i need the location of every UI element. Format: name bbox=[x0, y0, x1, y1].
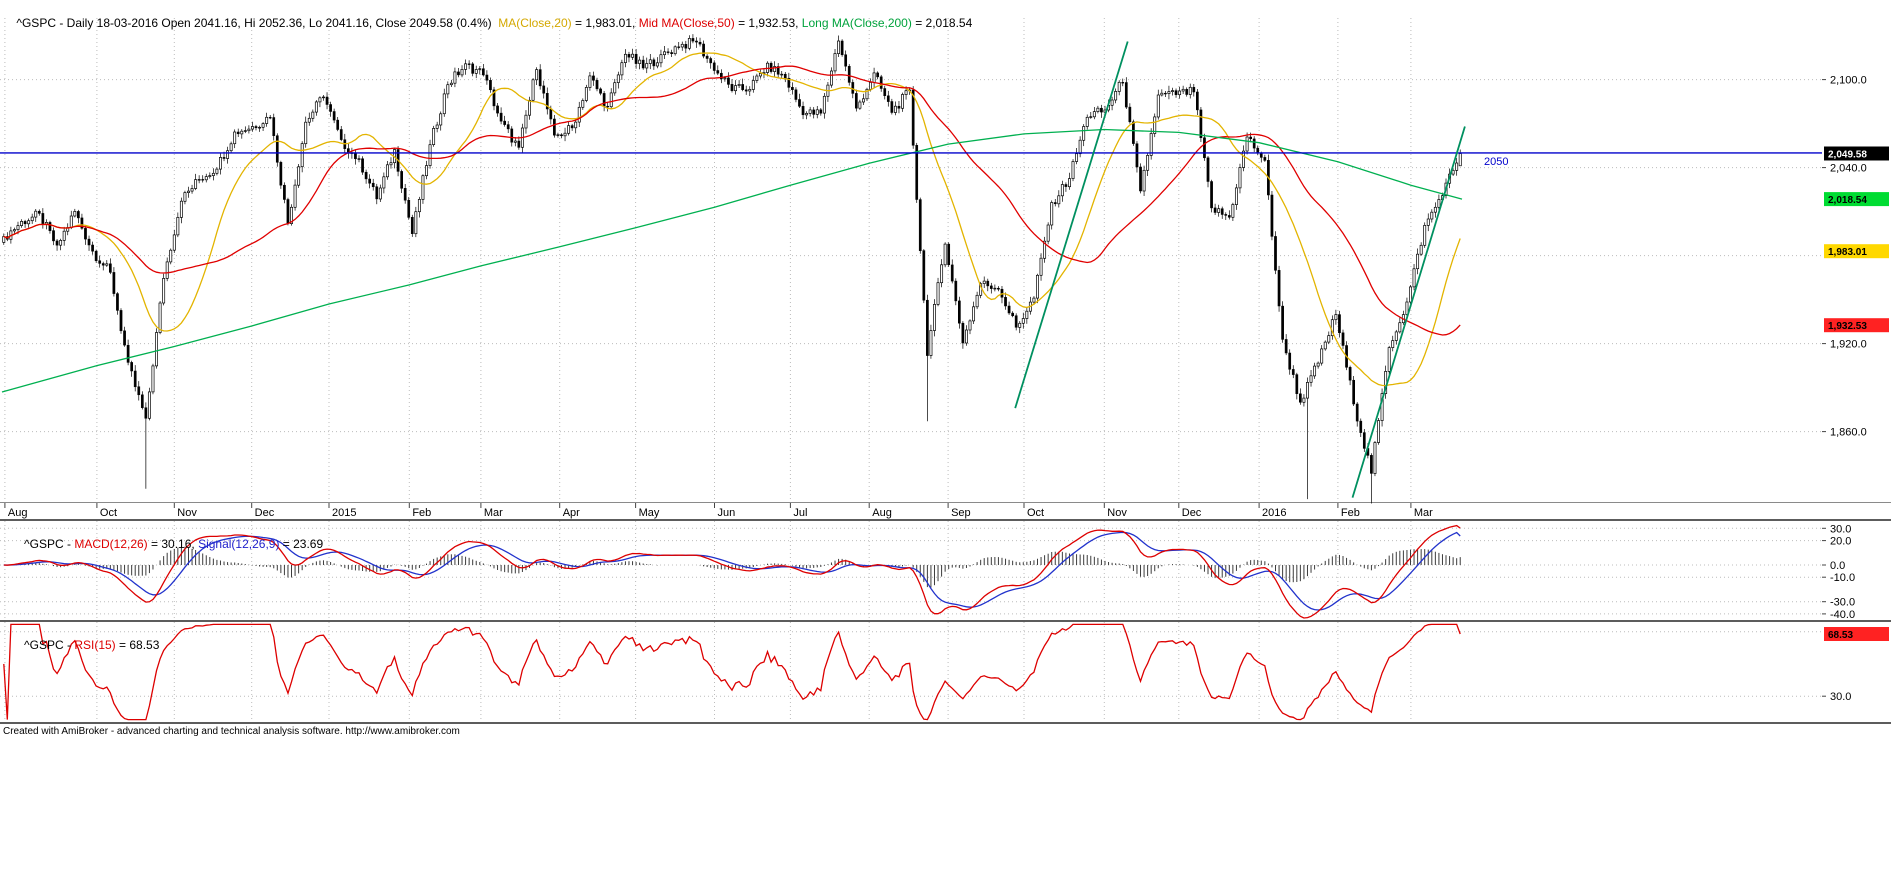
title-ma50-value: = 1,932.53, bbox=[734, 16, 802, 30]
rsi-pane-title: ^GSPC - RSI(15) = 68.53 bbox=[4, 624, 159, 666]
svg-text:-10.0: -10.0 bbox=[1830, 572, 1855, 584]
svg-text:Sep: Sep bbox=[951, 507, 971, 519]
svg-text:Dec: Dec bbox=[1182, 507, 1202, 519]
trendline-1[interactable] bbox=[1014, 41, 1129, 409]
price-axis-labels: 2,100.0 2,040.0 1,920.0 1,860.0 bbox=[1822, 75, 1867, 439]
price-grid bbox=[0, 18, 1891, 503]
svg-text:-40.0: -40.0 bbox=[1830, 609, 1855, 620]
footer-credit: Created with AmiBroker - advanced charti… bbox=[3, 726, 460, 737]
svg-text:Oct: Oct bbox=[1027, 507, 1044, 519]
svg-text:Feb: Feb bbox=[1341, 507, 1360, 519]
svg-text:Nov: Nov bbox=[1107, 507, 1127, 519]
svg-text:Aug: Aug bbox=[872, 507, 892, 519]
signal-line bbox=[3, 531, 1461, 611]
price-chart-surface[interactable]: 2050 2,100.0 2,040.0 1,920.0 1,860.0 Aug Oct No… bbox=[0, 18, 1891, 519]
svg-text:2016: 2016 bbox=[1262, 507, 1286, 519]
rsi-axis-labels: 30.0 bbox=[1822, 691, 1851, 703]
svg-text:1,932.53: 1,932.53 bbox=[1828, 321, 1867, 332]
svg-text:Oct: Oct bbox=[100, 507, 117, 519]
time-axis-labels: Aug Oct Nov Dec 2015 Feb Mar Apr May Jun Jul Aug Sep… bbox=[4, 503, 1433, 519]
svg-text:68.53: 68.53 bbox=[1828, 630, 1853, 641]
svg-text:2,100.0: 2,100.0 bbox=[1830, 75, 1867, 87]
signal-title-value: = 23.69 bbox=[279, 537, 324, 551]
svg-text:Dec: Dec bbox=[255, 507, 275, 519]
rsi-title-symbol: ^GSPC - bbox=[24, 638, 75, 652]
title-ma50-label: Mid MA(Close,50) bbox=[638, 16, 735, 30]
svg-text:2015: 2015 bbox=[332, 507, 356, 519]
close-price-tag: 2,049.58 bbox=[1824, 146, 1889, 161]
pane-divider-2[interactable] bbox=[0, 620, 1891, 622]
candlesticks bbox=[2, 34, 1462, 504]
svg-text:30.0: 30.0 bbox=[1830, 691, 1851, 703]
rsi-pane[interactable]: ^GSPC - RSI(15) = 68.53 30.0 68.53 bbox=[0, 622, 1891, 722]
macd-title-label: MACD(12,26) bbox=[74, 537, 148, 551]
svg-text:1,920.0: 1,920.0 bbox=[1830, 339, 1867, 351]
svg-text:Jul: Jul bbox=[793, 507, 807, 519]
svg-text:Aug: Aug bbox=[8, 507, 28, 519]
ma200-price-tag: 2,018.54 bbox=[1824, 192, 1889, 207]
signal-title-label: Signal(12,26,9) bbox=[198, 537, 280, 551]
svg-text:20.0: 20.0 bbox=[1830, 536, 1851, 548]
rsi-line bbox=[3, 623, 1461, 721]
svg-text:30.0: 30.0 bbox=[1830, 523, 1851, 535]
rsi-chart-surface[interactable]: 30.0 68.53 bbox=[0, 622, 1891, 722]
svg-text:Feb: Feb bbox=[412, 507, 431, 519]
svg-text:2,040.0: 2,040.0 bbox=[1830, 163, 1867, 175]
price-pane[interactable]: 2050 2,100.0 2,040.0 1,920.0 1,860.0 Aug Oct No… bbox=[0, 18, 1891, 519]
svg-text:May: May bbox=[639, 507, 660, 519]
trendline-2[interactable] bbox=[1351, 126, 1466, 498]
title-ma200-value: = 2,018.54 bbox=[911, 16, 973, 30]
svg-text:1,860.0: 1,860.0 bbox=[1830, 427, 1867, 439]
svg-text:Mar: Mar bbox=[484, 507, 503, 519]
svg-text:Mar: Mar bbox=[1414, 507, 1433, 519]
macd-axis-labels: 30.020.0 0.0-10.0 -30.0-40.0 bbox=[1822, 523, 1855, 620]
svg-text:2,049.58: 2,049.58 bbox=[1828, 150, 1867, 161]
macd-pane[interactable]: ^GSPC - MACD(12,26) = 30.16, Signal(12,2… bbox=[0, 521, 1891, 620]
rsi-title-label: RSI(15) bbox=[74, 638, 116, 652]
svg-text:-30.0: -30.0 bbox=[1830, 597, 1855, 609]
title-ma20-label: MA(Close,20) bbox=[498, 16, 572, 30]
ma50-line bbox=[3, 65, 1461, 336]
macd-chart-surface[interactable]: 30.020.0 0.0-10.0 -30.0-40.0 bbox=[0, 521, 1891, 620]
ma200-line bbox=[1, 128, 1463, 393]
rsi-title-value: = 68.53 bbox=[115, 638, 160, 652]
pane-divider-1[interactable] bbox=[0, 519, 1891, 521]
ma20-price-tag: 1,983.01 bbox=[1824, 244, 1889, 259]
svg-text:Jun: Jun bbox=[717, 507, 735, 519]
svg-text:1,983.01: 1,983.01 bbox=[1828, 247, 1867, 258]
svg-text:2,018.54: 2,018.54 bbox=[1828, 195, 1867, 206]
svg-text:Apr: Apr bbox=[563, 507, 580, 519]
title-ma200-label: Long MA(Close,200) bbox=[801, 16, 912, 30]
macd-title-symbol: ^GSPC - bbox=[24, 537, 75, 551]
svg-text:Nov: Nov bbox=[177, 507, 197, 519]
svg-text:0.0: 0.0 bbox=[1830, 560, 1845, 572]
pane-divider-3[interactable] bbox=[0, 722, 1891, 724]
macd-line bbox=[3, 524, 1461, 619]
ma50-price-tag: 1,932.53 bbox=[1824, 318, 1889, 332]
macd-title-value: = 30.16, bbox=[147, 537, 199, 551]
rsi-value-tag: 68.53 bbox=[1824, 627, 1889, 641]
support-line-label: 2050 bbox=[1484, 156, 1508, 168]
price-pane-title: ^GSPC - Daily 18-03-2016 Open 2041.16, H… bbox=[3, 2, 972, 30]
title-ma20-value: = 1,983.01, bbox=[571, 16, 639, 30]
ma20-line bbox=[3, 52, 1461, 387]
title-ohlc-text: ^GSPC - Daily 18-03-2016 Open 2041.16, H… bbox=[16, 16, 499, 30]
macd-grid bbox=[0, 521, 1822, 620]
macd-pane-title: ^GSPC - MACD(12,26) = 30.16, Signal(12,2… bbox=[4, 523, 323, 565]
